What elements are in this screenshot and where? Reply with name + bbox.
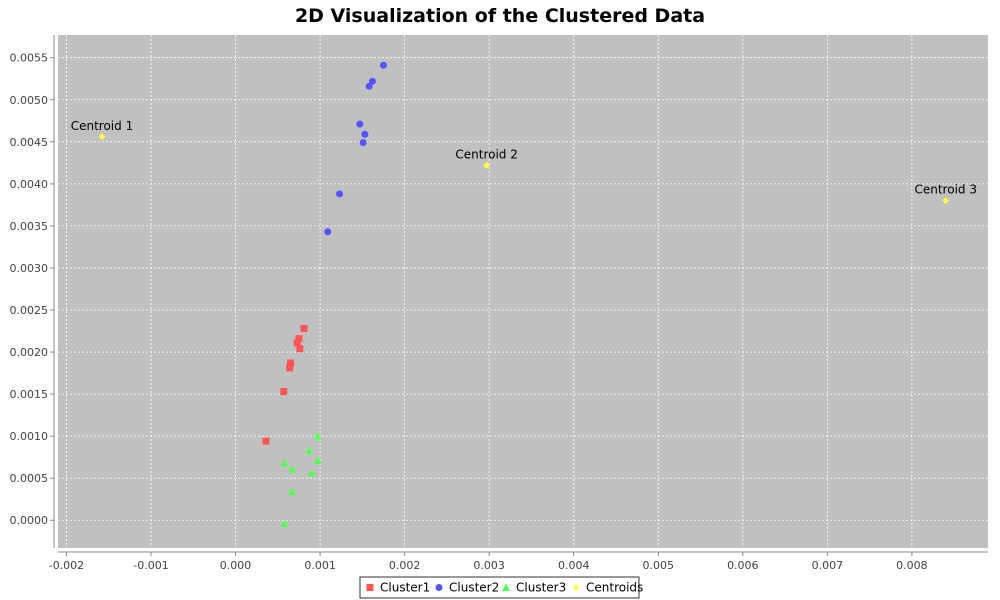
chart-title: 2D Visualization of the Clustered Data xyxy=(295,5,705,27)
legend-marker xyxy=(435,584,443,591)
data-point xyxy=(305,446,314,454)
series-cluster2 xyxy=(324,61,387,236)
y-tick-label: 0.0010 xyxy=(10,430,49,443)
data-point xyxy=(98,133,106,141)
x-tick-label: 0.002 xyxy=(389,559,421,572)
y-tick-label: 0.0020 xyxy=(10,346,49,359)
x-tick-label: 0.004 xyxy=(558,559,590,572)
data-point xyxy=(280,519,289,528)
series-cluster3 xyxy=(280,432,322,528)
data-point xyxy=(286,364,294,372)
y-tick-label: 0.0015 xyxy=(10,388,49,401)
x-tick-label: 0.000 xyxy=(220,559,252,572)
data-point xyxy=(336,190,344,198)
x-tick-label: 0.005 xyxy=(643,559,675,572)
centroid-label: Centroid 3 xyxy=(914,183,976,197)
legend-marker xyxy=(502,583,510,591)
data-point xyxy=(942,197,950,205)
x-tick-label: 0.006 xyxy=(727,559,759,572)
data-point xyxy=(313,432,322,440)
legend-label: Cluster2 xyxy=(449,581,499,595)
x-tick-label: 0.008 xyxy=(896,559,928,572)
data-point xyxy=(287,359,294,367)
data-point xyxy=(380,61,387,69)
data-point xyxy=(280,459,289,467)
data-point xyxy=(361,130,369,138)
annotations: Centroid 1 Centroid 2 Centroid 3 xyxy=(71,119,977,197)
legend: Cluster1 Cluster2 Cluster3 Centroids xyxy=(359,576,643,599)
data-point xyxy=(307,469,316,477)
y-tick-label: 0.0040 xyxy=(10,178,49,191)
y-tick-label: 0.0005 xyxy=(10,472,49,485)
centroid-label: Centroid 2 xyxy=(455,147,517,161)
plot-background xyxy=(58,35,988,548)
data-point xyxy=(296,345,304,353)
x-tick-label: 0.007 xyxy=(812,559,844,572)
y-axis: 0.0000 0.0005 0.0010 0.0015 0.0020 0.0025 0.00… xyxy=(10,35,55,548)
series-centroids xyxy=(98,133,950,205)
x-tick-label: -0.002 xyxy=(49,559,84,572)
y-tick-label: 0.0055 xyxy=(10,52,49,65)
data-point xyxy=(288,464,297,473)
y-tick-label: 0.0035 xyxy=(10,220,49,233)
centroid-label: Centroid 1 xyxy=(71,119,133,133)
legend-label: Centroids xyxy=(586,581,643,595)
legend-box xyxy=(359,576,640,599)
data-point xyxy=(280,388,288,396)
data-point xyxy=(369,77,377,85)
data-point xyxy=(365,82,373,90)
y-tick-label: 0.0000 xyxy=(10,514,49,527)
data-point xyxy=(359,139,367,147)
series-cluster1 xyxy=(262,325,308,445)
data-point xyxy=(288,487,297,496)
data-point xyxy=(300,325,308,333)
y-tick-label: 0.0045 xyxy=(10,136,49,149)
x-tick-label: -0.001 xyxy=(133,559,168,572)
y-tick-label: 0.0025 xyxy=(10,304,49,317)
legend-label: Cluster1 xyxy=(380,581,430,595)
y-tick-label: 0.0050 xyxy=(10,94,49,107)
legend-marker xyxy=(366,584,374,591)
data-point xyxy=(324,228,332,236)
x-tick-label: 0.003 xyxy=(473,559,505,572)
data-point xyxy=(262,437,270,445)
data-point xyxy=(356,120,364,128)
x-tick-label: 0.001 xyxy=(304,559,336,572)
legend-marker xyxy=(572,584,580,591)
x-axis: -0.002 -0.001 0.000 0.001 0.002 0.003 0.004 0.0… xyxy=(49,551,988,572)
data-point xyxy=(313,456,322,465)
y-tick-label: 0.0030 xyxy=(10,262,49,275)
data-point xyxy=(295,335,303,343)
plot-area xyxy=(58,35,988,548)
data-point xyxy=(483,161,491,169)
legend-label: Cluster3 xyxy=(516,581,566,595)
data-point xyxy=(293,339,301,347)
